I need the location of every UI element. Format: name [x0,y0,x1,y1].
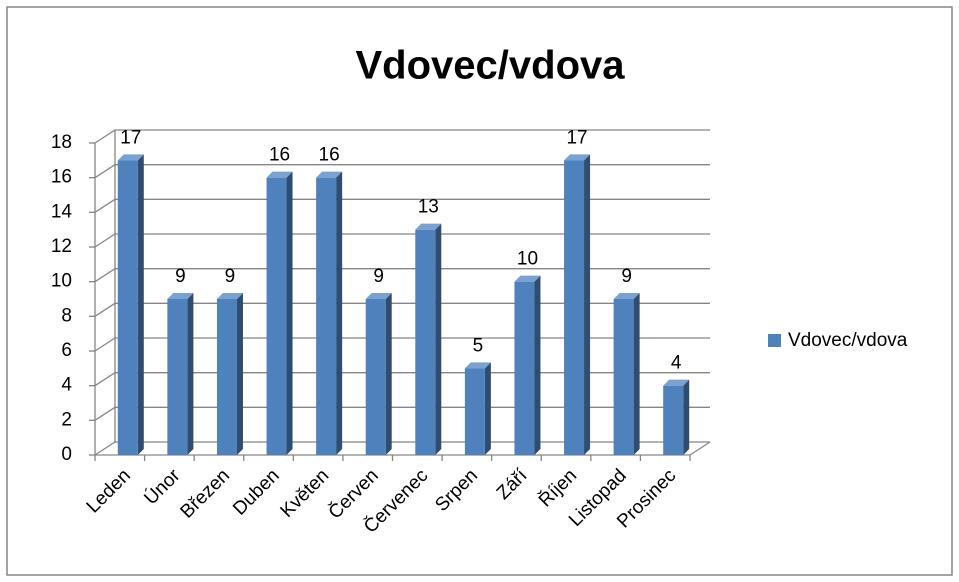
bar-top [117,154,144,161]
bar-top [266,171,293,178]
y-tick-label: 12 [51,236,72,257]
bar [266,171,293,455]
bar-side [484,362,491,455]
chart-border [6,6,953,576]
y-tick-label: 4 [61,375,72,396]
data-label: 17 [120,127,141,148]
bar-front [316,177,337,455]
bar-side [336,171,343,455]
bar [167,293,194,455]
floor-edge [689,441,711,456]
bar [663,379,690,455]
data-label: 16 [319,145,340,166]
bar-front [613,299,634,455]
bar-side [385,293,392,455]
data-label: 9 [175,266,186,287]
bar-front [117,160,138,456]
y-tick-label: 18 [51,132,72,153]
data-label: 9 [225,266,236,287]
chart-title: Vdovec/vdova [355,44,625,88]
bar-side [137,154,144,456]
bar-top [564,154,591,161]
bar-top [514,275,541,282]
bar [415,223,442,455]
y-tick-label: 0 [61,444,72,465]
bar-front [663,385,684,455]
bar-side [187,293,194,455]
data-label: 4 [671,353,682,374]
y-tick-label: 14 [51,201,73,222]
bar [216,293,243,455]
legend-swatch [768,334,781,347]
bar-top [216,293,243,299]
bar-front [167,299,188,455]
bar-top [464,362,491,369]
bar-front [464,368,485,455]
bar-front [266,177,287,455]
data-label: 10 [517,249,538,270]
bar-side [236,293,243,455]
bar-side [534,275,541,455]
bar-top [316,171,343,178]
y-tick-label: 10 [51,271,72,292]
bar-front [216,299,237,455]
bar-top [613,293,640,299]
bar [564,154,591,456]
y-tick-label: 6 [61,340,72,361]
y-tick-label: 2 [61,409,72,430]
y-tick-label: 16 [51,167,72,188]
data-label: 9 [373,266,384,287]
data-label: 5 [473,335,484,356]
bar [464,362,491,455]
bar-top [663,379,690,386]
legend-label: Vdovec/vdova [788,330,908,351]
bar [514,275,541,455]
data-label: 13 [418,197,439,218]
bar-front [415,229,436,455]
data-label: 16 [269,145,290,166]
bar-top [415,223,442,230]
bar-side [683,379,690,455]
bar-side [286,171,293,455]
y-tick-label: 8 [61,305,72,326]
data-label: 9 [621,266,632,287]
bar-front [564,160,585,456]
data-label: 17 [566,127,587,148]
bar [613,293,640,455]
bar-side [435,223,442,455]
bar [365,293,392,455]
bar-front [514,281,535,455]
bar [316,171,343,455]
bar-front [365,299,386,455]
bar-top [365,293,392,299]
bar-side [633,293,640,455]
bar-top [167,293,194,299]
bar [117,154,144,456]
bar-side [584,154,591,456]
